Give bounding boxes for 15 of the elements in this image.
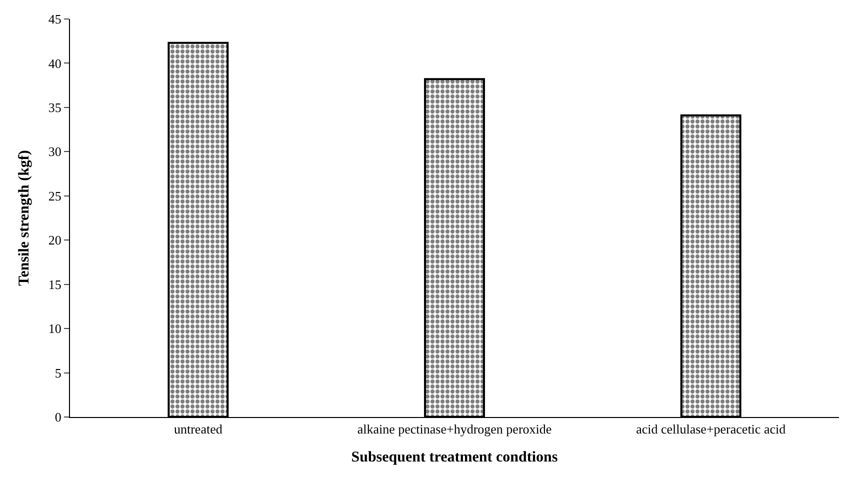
y-axis-title: Tensile strength (kgf): [16, 150, 33, 286]
y-tick-label: 40: [48, 56, 62, 71]
y-tick-label: 0: [54, 410, 62, 425]
y-tick-label: 35: [48, 100, 62, 115]
x-tick-label: acid cellulase+peracetic acid: [636, 422, 786, 437]
x-tick-label: alkaine pectinase+hydrogen peroxide: [357, 422, 552, 437]
y-tick-label: 30: [48, 144, 62, 160]
y-tick-label: 20: [48, 232, 62, 248]
y-tick-label: 5: [54, 365, 62, 380]
y-tick-label: 10: [48, 321, 62, 336]
y-tick-label: 25: [48, 188, 62, 204]
y-tick-label: 45: [48, 12, 62, 27]
x-axis-title: Subsequent treatment condtions: [351, 450, 558, 466]
y-tick-label: 15: [48, 276, 62, 292]
x-tick-label: untreated: [174, 422, 223, 437]
